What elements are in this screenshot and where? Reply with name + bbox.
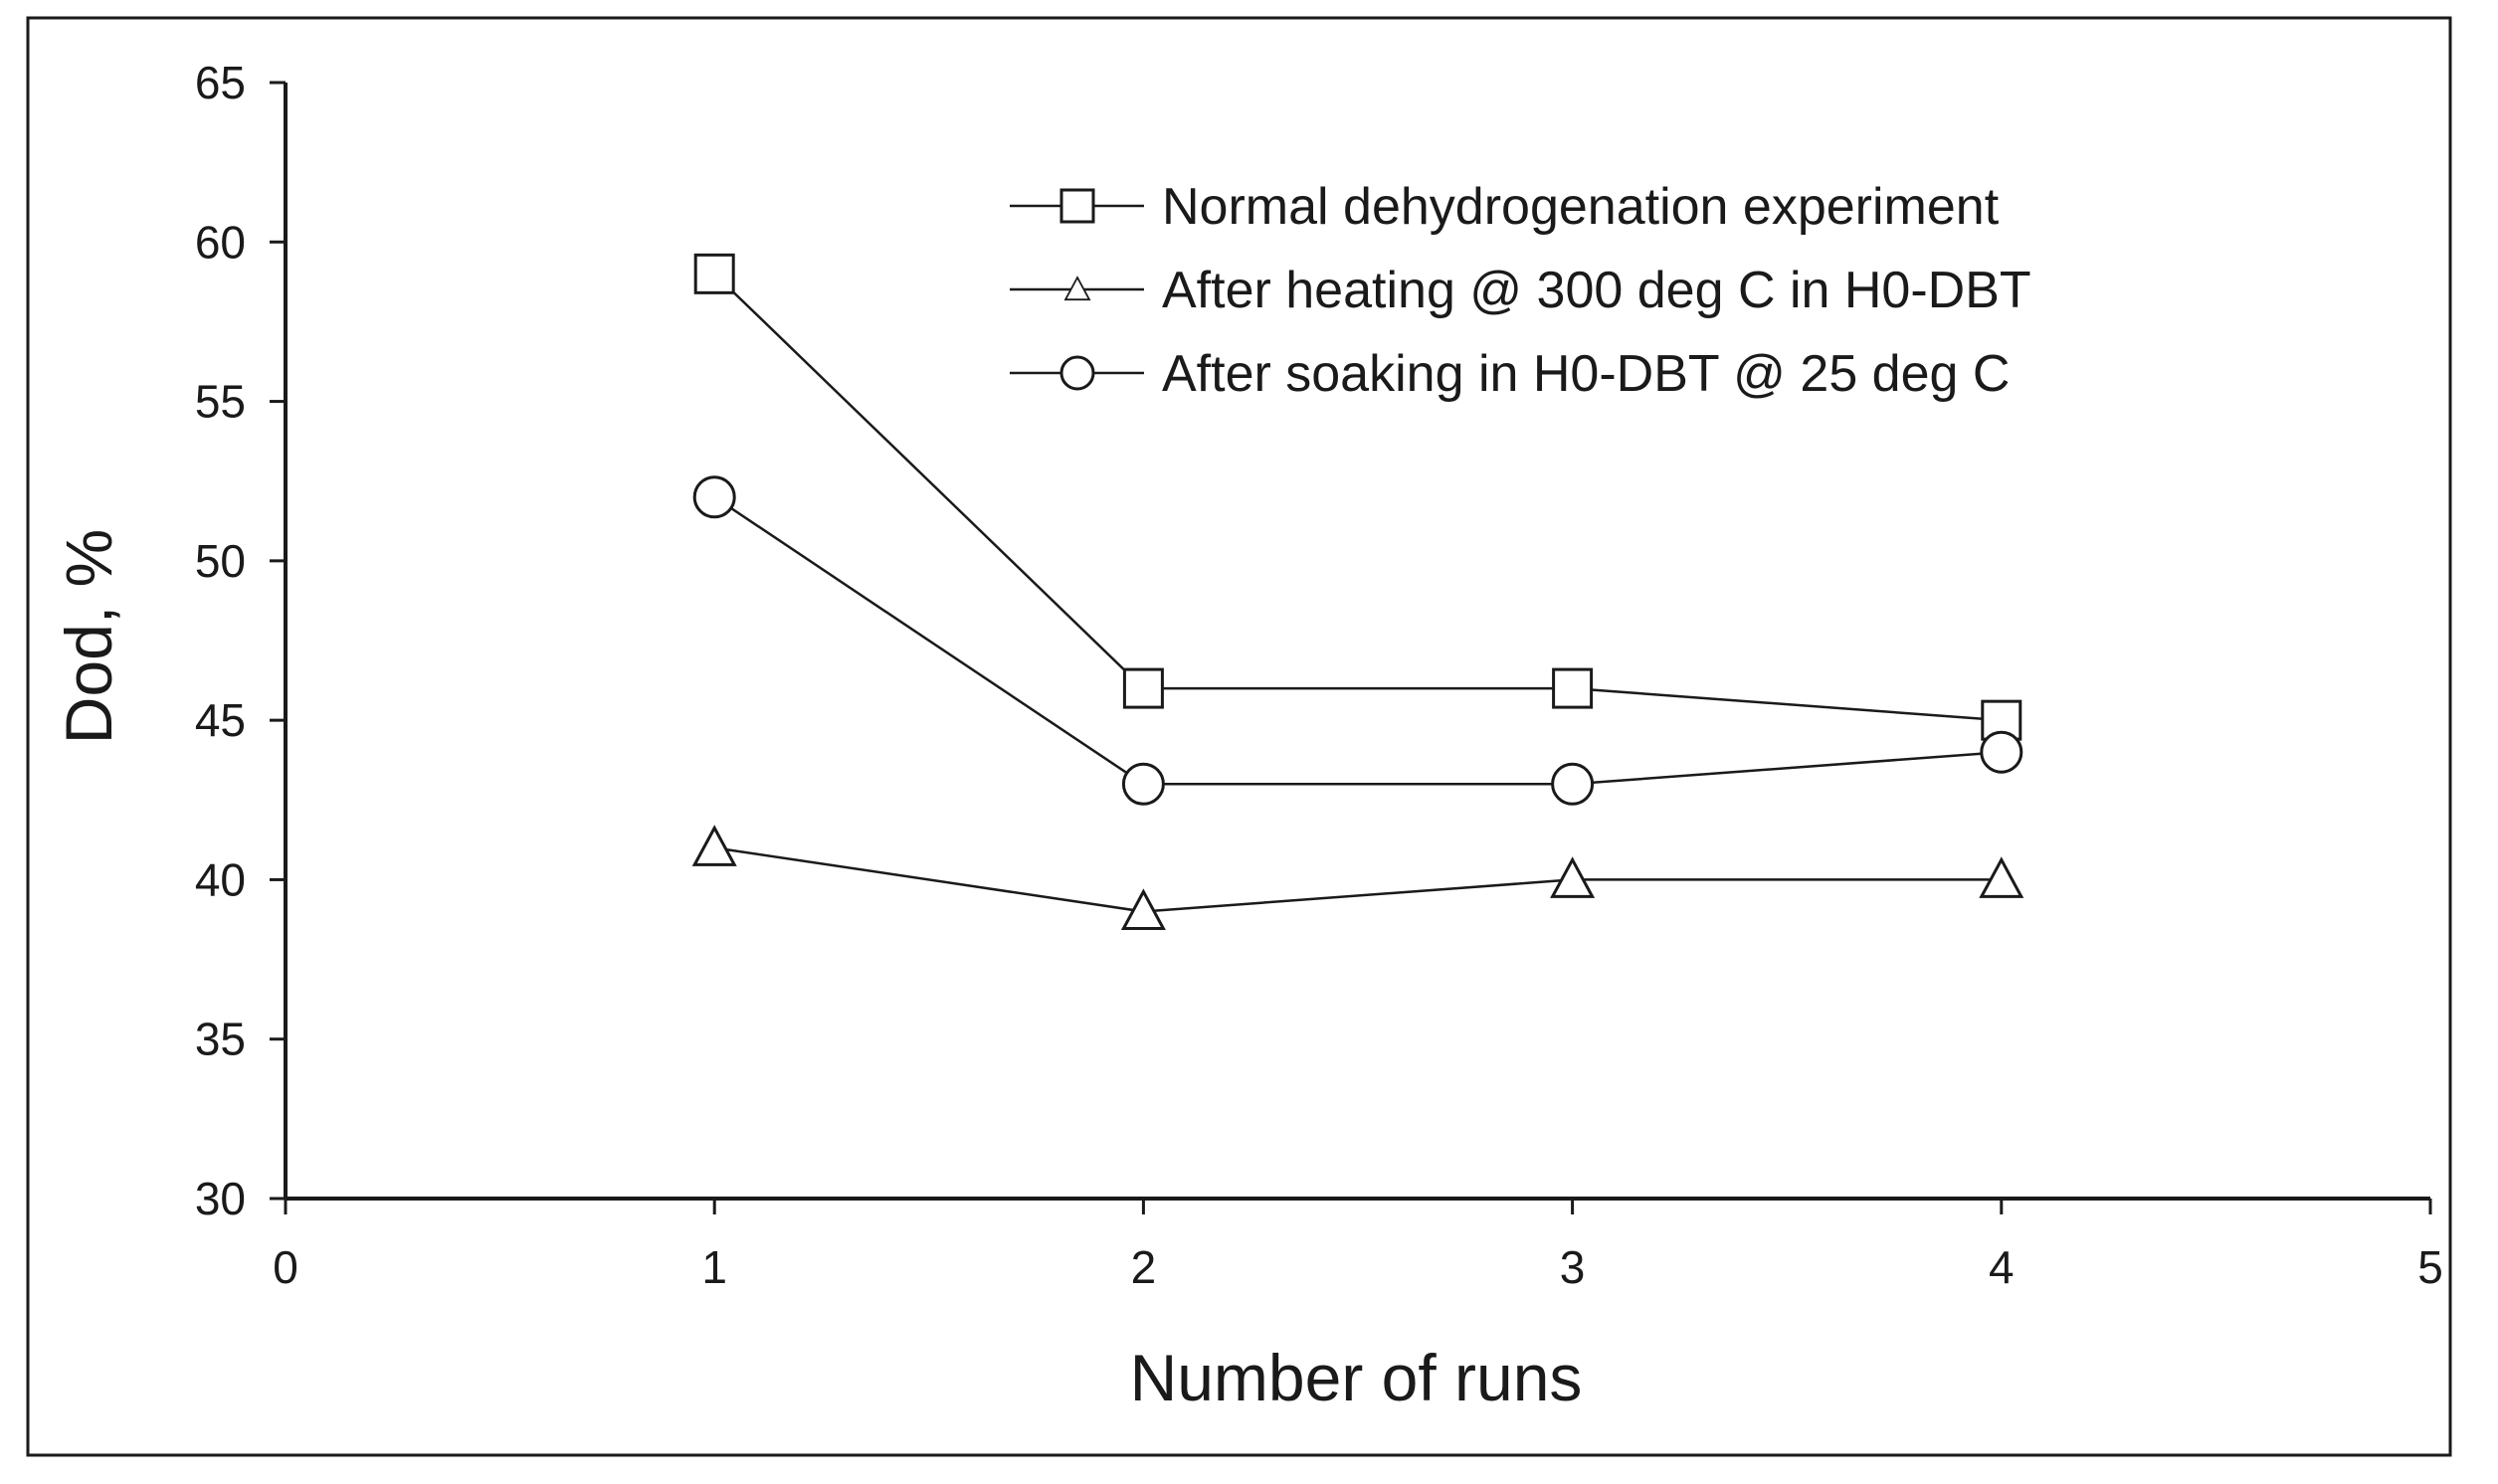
legend-square-icon: [1059, 188, 1095, 224]
x-tick-label: 3: [1560, 1241, 1586, 1293]
legend-item: After soaking in H0-DBT @ 25 deg C: [1010, 345, 2010, 403]
series-layer: [691, 253, 2024, 930]
x-tick-label: 2: [1131, 1241, 1157, 1293]
legend-item: After heating @ 300 deg C in H0-DBT: [1010, 262, 2031, 319]
triangle-marker-point: [1550, 856, 1596, 898]
x-tick-label: 4: [1989, 1241, 2015, 1293]
y-axis-title: Dod, %: [52, 529, 125, 744]
triangle-marker-point: [1979, 856, 2024, 898]
series-circle: [692, 475, 2023, 806]
series-square: [693, 253, 2022, 741]
legend-triangle-icon: [1063, 276, 1091, 301]
y-tick-label: 45: [195, 694, 246, 746]
circle-marker-point: [692, 475, 736, 519]
y-tick-label: 40: [195, 853, 246, 905]
legend-label: After soaking in H0-DBT @ 25 deg C: [1162, 345, 2010, 403]
y-tick-label: 65: [195, 57, 246, 108]
y-tick-label: 60: [195, 216, 246, 268]
series-line: [713, 273, 2002, 722]
square-marker-point: [693, 253, 735, 294]
circle-marker-point: [1551, 762, 1595, 806]
circle-marker-point: [1121, 762, 1165, 806]
x-axis-title: Number of runs: [1130, 1341, 1583, 1414]
y-tick-label: 50: [195, 535, 246, 587]
triangle-marker-point: [1120, 888, 1166, 930]
x-tick-label: 1: [701, 1241, 727, 1293]
legend: Normal dehydrogenation experiment After h…: [1010, 178, 2031, 403]
legend-label: After heating @ 300 deg C in H0-DBT: [1162, 262, 2031, 319]
x-tick-label: 0: [273, 1241, 298, 1293]
series-line: [714, 846, 2002, 913]
series-line: [713, 495, 2002, 786]
legend-label: Normal dehydrogenation experiment: [1162, 178, 2000, 236]
y-tick-label: 30: [195, 1173, 246, 1224]
square-marker-point: [1122, 667, 1164, 709]
triangle-marker-point: [691, 825, 737, 866]
y-tick-label: 55: [195, 376, 246, 428]
legend-circle-icon: [1059, 355, 1095, 391]
circle-marker-point: [1980, 730, 2023, 774]
square-marker-point: [1552, 667, 1594, 709]
chart-border: [26, 16, 2452, 1457]
series-triangle: [691, 825, 2024, 930]
x-tick-label: 5: [2417, 1241, 2443, 1293]
y-tick-label: 35: [195, 1014, 246, 1065]
legend-item: Normal dehydrogenation experiment: [1010, 178, 2000, 236]
